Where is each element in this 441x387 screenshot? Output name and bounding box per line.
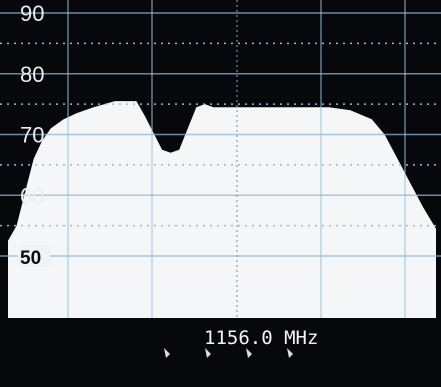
- readout-strip: [0, 318, 441, 387]
- marker-icon: [287, 348, 293, 358]
- frequency-readout: 1156.0 MHz: [204, 327, 318, 349]
- marker-glyphs: [164, 348, 293, 358]
- y-tick-label: 50: [20, 248, 41, 269]
- trace-layer: [8, 101, 436, 318]
- y-tick-label: 80: [20, 62, 44, 87]
- marker-icon: [205, 348, 211, 358]
- frequency-readout-area: 1156.0 MHz: [164, 327, 318, 358]
- y-tick-label: 60: [20, 183, 44, 208]
- y-tick-highlight-box: [18, 245, 50, 267]
- marker-icon: [246, 348, 252, 358]
- y-tick-label: 70: [20, 123, 44, 148]
- marker-icon: [164, 348, 170, 358]
- y-tick-labels: 90 80 70 60 50: [18, 1, 50, 269]
- spectrum-trace: [8, 101, 436, 318]
- y-tick-label: 90: [20, 1, 44, 26]
